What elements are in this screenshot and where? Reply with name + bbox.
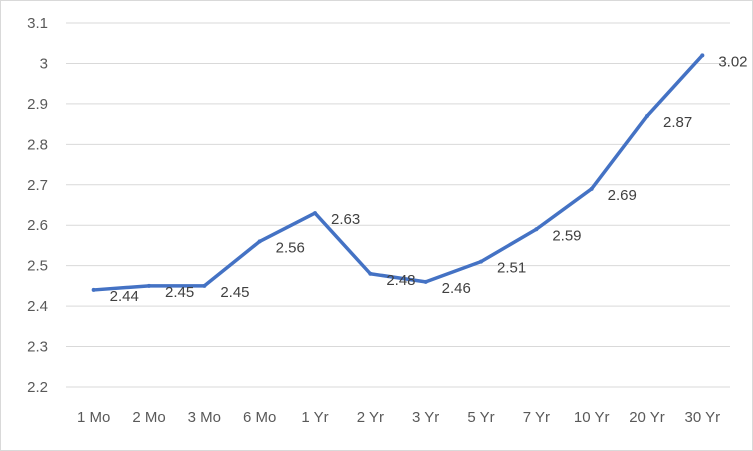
data-label: 2.51 [497,260,526,277]
x-tick-label: 1 Mo [77,409,110,426]
y-tick-label: 3.1 [27,15,48,32]
data-label: 2.56 [276,239,305,256]
x-tick-label: 3 Yr [412,409,439,426]
gridlines [66,22,730,388]
y-tick-label: 2.7 [27,177,48,194]
x-tick-label: 20 Yr [629,409,665,426]
data-label: 2.48 [386,272,415,289]
data-point [534,227,539,232]
data-point [91,287,96,292]
data-point [147,283,151,288]
data-point [257,239,262,244]
data-label: 2.45 [220,284,249,301]
x-tick-label: 2 Yr [357,409,384,426]
data-point [313,211,317,216]
series-line [91,53,705,292]
y-tick-label: 2.8 [27,136,48,153]
data-point [700,53,705,58]
x-tick-label: 6 Mo [243,409,276,426]
y-tick-label: 2.5 [27,258,48,275]
y-tick-label: 2.9 [27,96,48,113]
y-tick-label: 3 [40,55,48,72]
data-label: 2.69 [608,187,637,204]
data-label: 3.02 [718,53,747,70]
y-axis-ticks: 2.2 2.3 2.4 2.5 2.6 2.7 2.8 2.9 3 3.1 [27,15,48,396]
x-tick-label: 5 Yr [467,409,494,426]
x-axis-ticks: 1 Mo 2 Mo 3 Mo 6 Mo 1 Yr 2 Yr 3 Yr 5 Yr 7 Yr 10 Y… [77,409,720,426]
x-tick-label: 7 Yr [523,409,550,426]
data-point [368,271,373,276]
y-tick-label: 2.3 [27,339,48,356]
data-label: 2.59 [552,227,581,244]
data-point [423,279,428,284]
data-point [202,283,207,288]
x-tick-label: 2 Mo [132,409,165,426]
x-tick-label: 1 Yr [301,409,328,426]
y-tick-label: 2.2 [27,379,48,396]
data-label: 2.87 [663,114,692,131]
data-label: 2.46 [442,280,471,297]
data-label: 2.44 [110,288,139,305]
data-point [479,259,483,264]
x-tick-label: 30 Yr [685,409,721,426]
y-tick-label: 2.6 [27,217,48,234]
y-tick-label: 2.4 [27,298,48,315]
data-label: 2.63 [331,211,360,228]
data-labels: 2.44 2.45 2.45 2.56 2.63 2.48 2.46 2.51 2.59 2.69… [110,53,748,305]
data-label: 2.45 [165,284,194,301]
series-group [91,53,705,292]
data-point [589,186,594,191]
x-tick-label: 10 Yr [574,409,610,426]
x-tick-label: 3 Mo [188,409,221,426]
data-point [645,114,649,119]
